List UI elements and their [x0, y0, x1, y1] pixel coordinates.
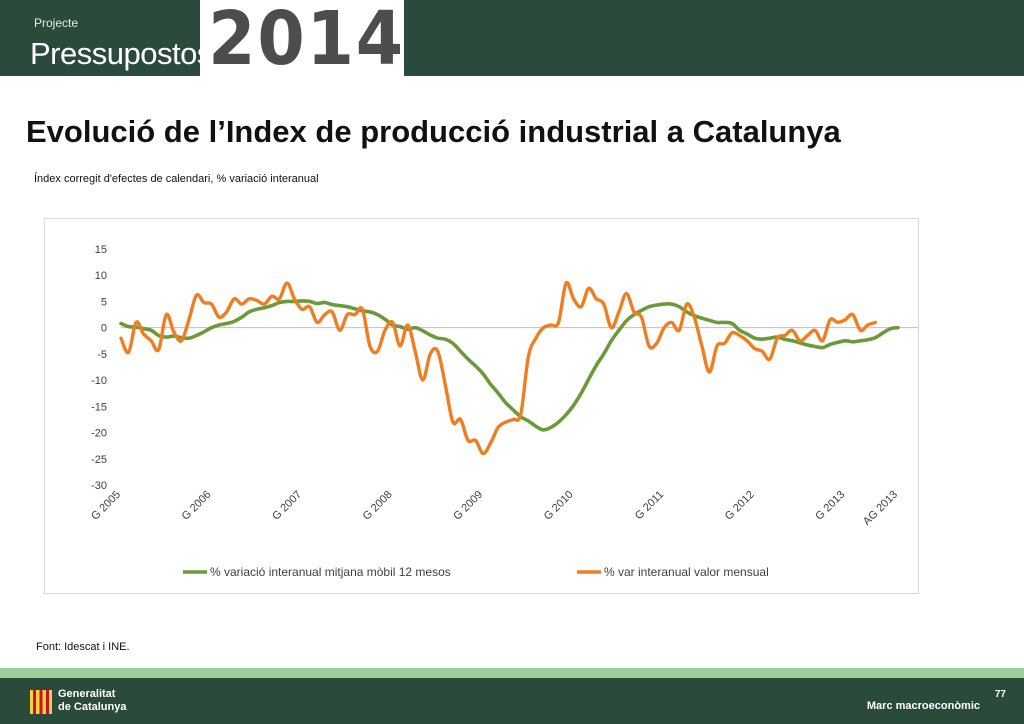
org-line-2: de Catalunya [58, 701, 127, 713]
org-line-1: Generalitat [58, 688, 116, 700]
generalitat-name: Generalitat de Catalunya [58, 688, 126, 714]
slide-title: Evolució de l’Index de producció industr… [26, 114, 841, 149]
header-title: Pressupostos [30, 36, 212, 71]
chart-frame: 15 10 5 0 -5 -10 -15 -20 -25 -30 G 2005 G 2006 G 200… [44, 218, 919, 594]
line-chart: 15 10 5 0 -5 -10 -15 -20 -25 -30G 2005 G 2006 G 200… [89, 244, 918, 579]
x-tick-label: G 2009 [451, 489, 485, 523]
x-tick-label: G 2005 [89, 489, 123, 523]
y-tick-label: -30 [91, 480, 107, 492]
legend-label: % var interanual valor mensual [604, 565, 769, 579]
source-note: Font: Idescat i INE. [36, 641, 130, 653]
x-tick-label: G 2007 [270, 489, 304, 523]
y-tick-label: -25 [91, 454, 107, 466]
y-tick-label: 15 [95, 244, 107, 256]
footer-bar [0, 678, 1024, 724]
series-line-monthly [119, 280, 878, 456]
x-tick-label: G 2008 [361, 489, 395, 523]
x-tick-label: G 2012 [723, 489, 757, 523]
y-tick-label: -10 [91, 375, 107, 387]
y-tick-label: 10 [95, 270, 107, 282]
series-line-moving-average [119, 299, 900, 432]
page-number: 77 [994, 689, 1006, 700]
x-tick-label: AG 2013 [861, 489, 900, 528]
legend-label: % variació interanual mitjana mòbil 12 m… [210, 565, 451, 579]
y-tick-label: -5 [97, 349, 107, 361]
generalitat-logo [30, 690, 52, 714]
y-tick-label: 5 [101, 296, 107, 308]
footer-stripe [0, 668, 1024, 678]
x-tick-label: G 2013 [813, 489, 847, 523]
section-label: Marc macroeconòmic [866, 700, 980, 712]
chart-subtitle: Índex corregit d'efectes de calendari, %… [34, 173, 319, 185]
x-tick-label: G 2011 [633, 489, 666, 522]
y-tick-label: 0 [101, 323, 107, 335]
header-year: 2014 [208, 0, 406, 82]
y-tick-label: -20 [91, 428, 107, 440]
year-box: 2014 [200, 0, 404, 82]
header-banner [0, 0, 1024, 76]
header-label: Projecte [34, 16, 79, 30]
x-tick-label: G 2006 [180, 489, 214, 523]
x-tick-label: G 2010 [542, 489, 576, 523]
y-tick-label: -15 [91, 401, 107, 413]
